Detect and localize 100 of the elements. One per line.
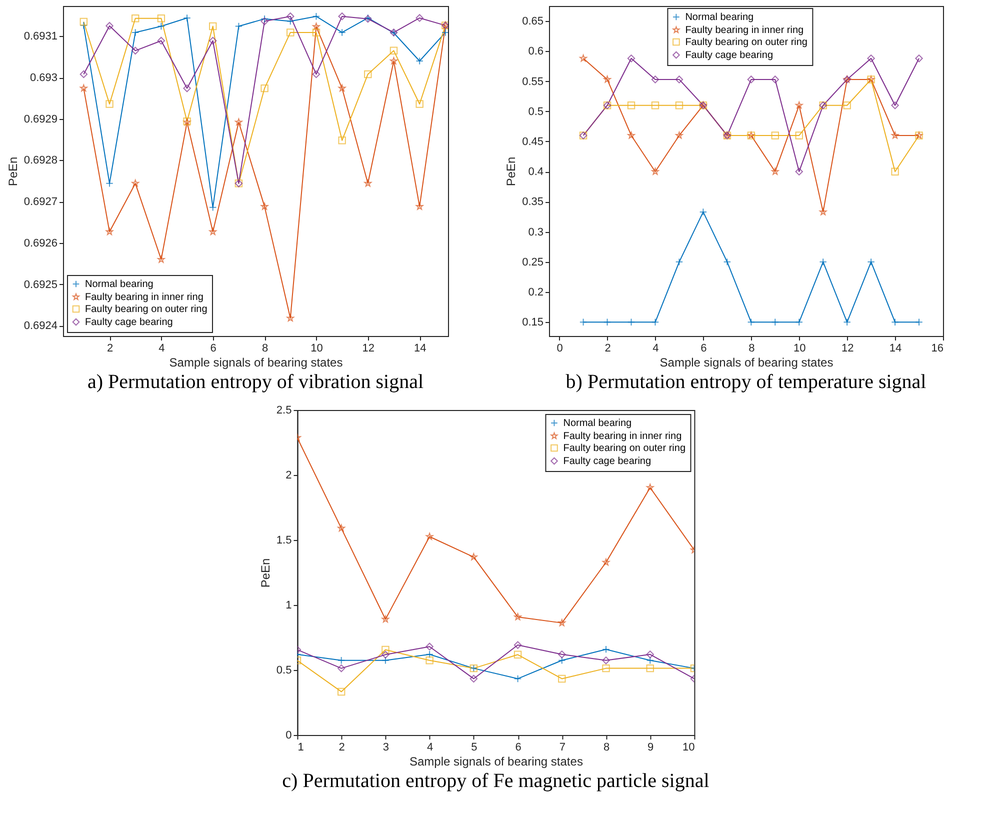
point	[106, 180, 114, 188]
point	[312, 70, 320, 78]
text: a) Permutation entropy of vibration signal	[87, 371, 424, 393]
point	[602, 558, 610, 566]
x-tick-label: 9	[648, 742, 654, 754]
point	[157, 22, 166, 30]
point	[106, 228, 114, 235]
point	[646, 664, 654, 672]
point	[286, 12, 294, 20]
x-tick-label: 12	[362, 342, 375, 354]
x-tick-label: 0	[556, 342, 563, 354]
legend-label: Faulty bearing on outer ring	[85, 304, 208, 315]
point	[470, 674, 478, 683]
text: c) Permutation entropy of Fe magnetic particle signal	[282, 770, 710, 792]
point	[338, 12, 346, 20]
point	[158, 256, 165, 263]
y-tick-label: 0.6928	[24, 154, 58, 167]
x-tick-label: 6	[515, 742, 522, 754]
point	[337, 656, 346, 664]
point	[338, 524, 346, 532]
y-tick-label: 0.6929	[24, 113, 58, 126]
point	[795, 102, 803, 109]
point	[382, 615, 390, 623]
x-tick-label: 7	[559, 742, 566, 754]
point	[132, 180, 140, 187]
point	[337, 688, 346, 696]
x-tick-label: 14	[414, 342, 426, 354]
y-tick-label: 0.6	[528, 46, 544, 58]
point	[364, 180, 372, 187]
point	[651, 76, 660, 84]
y-tick-label: 0.6931	[24, 30, 58, 43]
point	[209, 228, 217, 235]
point	[338, 136, 346, 144]
point	[338, 84, 346, 92]
point	[209, 36, 217, 45]
point	[106, 22, 114, 30]
y-tick-label: 0.3	[528, 226, 544, 238]
point	[80, 84, 88, 92]
point	[338, 28, 346, 36]
y-tick-label: 2	[286, 470, 292, 482]
point	[364, 70, 372, 78]
y-tick-label: 0.693	[30, 72, 58, 84]
legend-label: Faulty bearing in inner ring	[685, 25, 804, 36]
point	[675, 102, 684, 110]
x-tick-label: 2	[338, 742, 345, 754]
point	[795, 318, 803, 326]
point	[602, 664, 610, 672]
point	[795, 132, 803, 140]
y-tick-label: 0.6925	[24, 278, 58, 291]
point	[699, 208, 708, 216]
legend-label: Faulty bearing on outer ring	[685, 37, 808, 48]
x-tick-label: 2	[106, 342, 114, 354]
point	[131, 14, 140, 22]
point	[843, 318, 851, 326]
y-tick-label: 0.45	[522, 136, 544, 148]
y-tick-label: 0.15	[522, 316, 544, 329]
y-tick-label: 2.5	[276, 404, 292, 416]
x-tick-label: 4	[427, 742, 434, 754]
y-tick-label: 0.6924	[24, 320, 58, 332]
point	[819, 258, 827, 266]
legend-label: Normal bearing	[563, 418, 632, 429]
y-tick-label: 0.35	[522, 196, 544, 208]
x-axis-title: Sample signals of bearing states	[169, 356, 343, 370]
x-tick-label: 5	[471, 742, 478, 754]
legend-label: Faulty cage bearing	[563, 456, 652, 467]
x-tick-label: 6	[700, 342, 707, 354]
point	[891, 168, 899, 176]
point	[260, 14, 268, 23]
point	[627, 102, 636, 110]
point	[891, 132, 899, 139]
y-tick-label: 1	[286, 600, 292, 612]
point	[627, 318, 636, 326]
point	[390, 46, 398, 55]
point	[80, 18, 88, 26]
point	[260, 202, 268, 210]
legend-label: Faulty bearing on outer ring	[563, 443, 686, 454]
point	[891, 318, 899, 326]
legend-label: Faulty bearing in inner ring	[85, 292, 204, 303]
y-tick-label: 0.2	[528, 286, 544, 299]
x-tick-label: 14	[889, 342, 902, 354]
point	[416, 202, 424, 210]
point	[131, 46, 140, 55]
point	[416, 14, 424, 22]
point	[747, 318, 756, 326]
point	[723, 258, 732, 266]
point	[771, 168, 779, 175]
x-axis-title: Sample signals of bearing states	[660, 356, 834, 370]
point	[604, 76, 611, 83]
y-tick-label: 0.55	[522, 76, 544, 88]
point	[915, 318, 923, 326]
point	[915, 54, 923, 62]
x-tick-label: 8	[262, 342, 268, 354]
x-tick-label: 3	[382, 742, 390, 754]
point	[157, 36, 166, 45]
point	[80, 22, 88, 30]
point	[426, 650, 434, 658]
point	[580, 54, 587, 62]
point	[771, 318, 779, 326]
point	[747, 76, 756, 84]
y-tick-label: 1.5	[276, 534, 292, 546]
